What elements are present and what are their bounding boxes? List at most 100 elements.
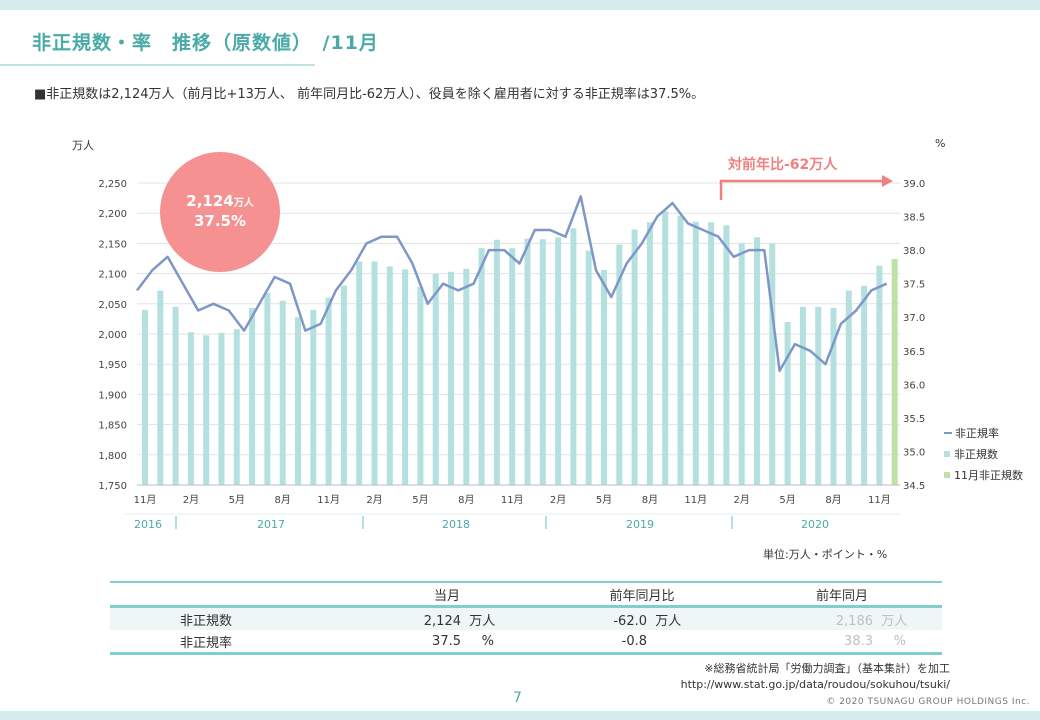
bar bbox=[509, 248, 516, 485]
bar bbox=[249, 308, 256, 485]
bar bbox=[463, 268, 470, 485]
yoy-arrow-head bbox=[882, 175, 893, 187]
cell-prev-unit: % bbox=[893, 633, 907, 649]
row-label: 非正規数 bbox=[110, 606, 352, 630]
bubble-count-unit: 万人 bbox=[233, 198, 254, 209]
cell-prev-value: 38.3 bbox=[844, 633, 873, 649]
y-tick-label-left: 1,800 bbox=[98, 451, 127, 462]
bar bbox=[386, 266, 393, 485]
y-tick-label-left: 2,000 bbox=[98, 330, 127, 341]
summary-text: ■非正規数は2,124万人（前月比+13万人、 前年同月比-62万人）、役員を除… bbox=[34, 87, 705, 102]
page-title: 非正規数・率 推移（原数値） /11月 bbox=[32, 32, 379, 54]
bar bbox=[708, 222, 715, 485]
table-header-blank bbox=[110, 582, 352, 607]
cell-current-value: 37.5 bbox=[432, 633, 461, 649]
y-tick-label-right: 37.5 bbox=[903, 280, 925, 291]
bubble-count: 2,124万人 bbox=[160, 192, 280, 210]
cell-yoy: -62.0 万人 bbox=[542, 606, 742, 630]
unit-note: 単位:万人・ポイント・% bbox=[763, 548, 888, 561]
bar bbox=[876, 265, 883, 485]
rate-line bbox=[136, 195, 888, 373]
x-tick-label: 11月 bbox=[134, 494, 157, 506]
legend-label-count: 非正規数 bbox=[954, 447, 998, 461]
table-row: 非正規率 37.5 % -0.8 38.3 % bbox=[110, 630, 942, 654]
bar bbox=[830, 308, 837, 485]
year-separator bbox=[175, 516, 177, 529]
legend-label-nov: 11月非正規数 bbox=[954, 468, 1023, 482]
table-header-current: 当月 bbox=[433, 588, 460, 604]
year-separator bbox=[362, 516, 364, 529]
bar bbox=[723, 225, 730, 485]
bar bbox=[233, 329, 240, 485]
bar bbox=[493, 239, 500, 485]
year-separator bbox=[731, 516, 733, 529]
y-tick-label-right: 34.5 bbox=[903, 481, 925, 492]
bar bbox=[815, 306, 822, 485]
cell-prev: 38.3 % bbox=[742, 630, 942, 654]
x-tick-label: 5月 bbox=[779, 494, 795, 506]
yoy-callout-label: 対前年比-62万人 bbox=[728, 157, 838, 173]
bar bbox=[432, 273, 439, 485]
table-header-row: 当月 前年同月比 前年同月 bbox=[110, 582, 942, 607]
bar bbox=[172, 306, 179, 485]
legend-item-rate: 非正規率 bbox=[944, 422, 1023, 443]
source-line-1: ※総務省統計局「労働力調査」（基本集計）を加工 bbox=[704, 662, 950, 675]
bar bbox=[478, 248, 485, 485]
y-tick-label-left: 1,950 bbox=[98, 360, 127, 371]
cell-yoy-unit: 万人 bbox=[655, 613, 682, 629]
bubble-count-value: 2,124 bbox=[186, 192, 234, 210]
bar-highlight bbox=[891, 259, 898, 485]
y-tick-label-right: 39.0 bbox=[903, 179, 925, 190]
left-axis-unit: 万人 bbox=[72, 139, 94, 152]
bar bbox=[524, 238, 531, 485]
x-tick-label: 2月 bbox=[366, 494, 382, 506]
x-tick-label: 8月 bbox=[642, 494, 658, 506]
legend-item-nov: 11月非正規数 bbox=[944, 464, 1023, 485]
bar bbox=[845, 290, 852, 485]
y-tick-label-right: 36.0 bbox=[903, 380, 925, 391]
bar bbox=[356, 261, 363, 485]
y-tick-label-left: 2,050 bbox=[98, 300, 127, 311]
legend-swatch-nov bbox=[944, 471, 950, 478]
cell-yoy-value: -62.0 bbox=[613, 613, 647, 629]
legend-swatch-count bbox=[944, 450, 950, 457]
x-tick-label: 8月 bbox=[825, 494, 841, 506]
cell-current: 37.5 % bbox=[352, 630, 542, 654]
bar bbox=[203, 335, 210, 485]
year-label: 2017 bbox=[257, 518, 285, 531]
bar bbox=[754, 237, 760, 485]
bar bbox=[646, 222, 653, 485]
cell-prev: 2,186 万人 bbox=[742, 606, 942, 630]
y-tick-label-left: 2,200 bbox=[98, 209, 127, 220]
bar bbox=[539, 239, 546, 485]
copyright: © 2020 TSUNAGU GROUP HOLDINGS Inc. bbox=[826, 697, 1030, 707]
y-tick-label-left: 1,900 bbox=[98, 390, 127, 401]
x-tick-label: 2月 bbox=[183, 494, 199, 506]
top-band bbox=[0, 0, 1040, 10]
bar bbox=[264, 292, 271, 485]
bar bbox=[279, 300, 286, 485]
year-label: 2019 bbox=[626, 518, 654, 531]
table-row: 非正規数 2,124 万人 -62.0 万人 2,186 万人 bbox=[110, 606, 942, 630]
bar bbox=[340, 285, 347, 485]
x-tick-label: 2月 bbox=[734, 494, 750, 506]
chart-svg: 1,750 1,800 1,850 1,900 1,950 2,000 2,050 2,100… bbox=[98, 175, 925, 531]
bar bbox=[631, 229, 638, 485]
cell-current-unit: % bbox=[481, 633, 495, 649]
bar bbox=[295, 317, 301, 485]
y-tick-label-left: 1,850 bbox=[98, 421, 127, 432]
bar bbox=[402, 269, 409, 485]
y-tick-label-left: 2,100 bbox=[98, 270, 127, 281]
highlight-bubble: 2,124万人 37.5% bbox=[160, 152, 280, 272]
bottom-band bbox=[0, 711, 1040, 720]
cell-current: 2,124 万人 bbox=[352, 606, 542, 630]
x-tick-label: 11月 bbox=[684, 494, 707, 506]
y-tick-label-left: 2,250 bbox=[98, 179, 127, 190]
bar bbox=[799, 306, 806, 485]
year-separator bbox=[545, 516, 547, 529]
year-label: 2020 bbox=[801, 518, 829, 531]
cell-current-unit: 万人 bbox=[469, 613, 496, 629]
legend-swatch-line bbox=[944, 431, 952, 434]
bar bbox=[417, 286, 424, 485]
bar bbox=[738, 243, 745, 485]
